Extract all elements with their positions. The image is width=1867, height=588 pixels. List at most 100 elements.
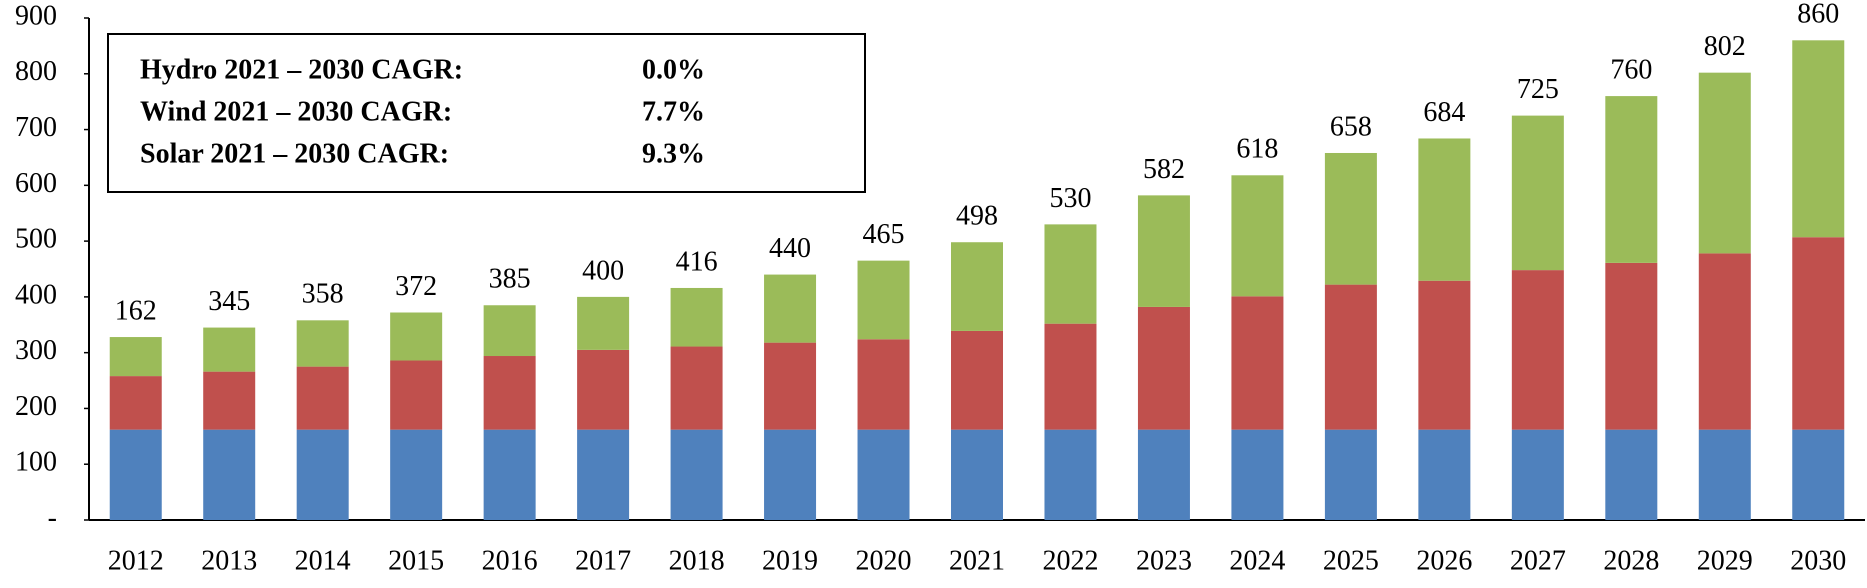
total-label: 802 <box>1704 31 1746 62</box>
y-tick-label: 400 <box>15 279 57 310</box>
x-tick-label: 2017 <box>575 545 631 576</box>
total-label: 440 <box>769 233 811 264</box>
bar-segment <box>670 429 723 520</box>
bar-segment <box>1324 284 1377 430</box>
legend-label: Solar 2021 – 2030 CAGR: <box>140 138 449 169</box>
total-label: 860 <box>1797 0 1839 30</box>
x-tick-label: 2025 <box>1323 545 1379 576</box>
y-tick-label: 600 <box>15 168 57 199</box>
bar-segment <box>1605 262 1658 430</box>
bar-segment <box>764 274 817 343</box>
legend-box <box>107 33 866 193</box>
x-tick-label: 2020 <box>856 545 912 576</box>
bar-segment <box>951 330 1003 430</box>
bar-segment <box>577 296 630 350</box>
bar-segment <box>1418 429 1471 520</box>
y-tick-label: 500 <box>15 224 57 255</box>
bar-segment <box>670 346 723 430</box>
bar-segment <box>296 429 349 520</box>
bar-segment <box>764 342 817 430</box>
bar-segment <box>1137 429 1190 520</box>
total-label: 345 <box>208 286 250 317</box>
x-tick-label: 2015 <box>388 545 444 576</box>
x-tick-label: 2021 <box>949 545 1005 576</box>
bar-segment <box>951 242 1003 331</box>
x-tick-label: 2029 <box>1697 545 1753 576</box>
bar-segment <box>1698 429 1751 520</box>
bar-segment <box>1137 195 1190 307</box>
total-label: 162 <box>115 295 157 326</box>
total-label: 582 <box>1143 154 1185 185</box>
y-tick-label: - <box>48 502 57 533</box>
bar-segment <box>390 312 443 361</box>
bar-segment <box>1511 429 1564 520</box>
bar-segment <box>670 287 723 347</box>
x-tick-label: 2014 <box>295 545 351 576</box>
legend-cagr: 0.0% <box>642 54 705 85</box>
bar-segment <box>1698 72 1751 254</box>
bar-segment <box>1605 429 1658 520</box>
bar-segment <box>390 429 443 520</box>
bar-segment <box>857 429 910 520</box>
bar-segment <box>109 376 162 430</box>
bar-segment <box>1044 323 1097 430</box>
bar-segment <box>109 337 162 377</box>
bar-segment <box>1418 138 1471 281</box>
bar-segment <box>203 371 256 430</box>
bar-segment <box>764 429 817 520</box>
x-tick-label: 2022 <box>1042 545 1098 576</box>
bar-segment <box>577 349 630 430</box>
bar-segment <box>1324 152 1377 285</box>
total-label: 530 <box>1049 183 1091 214</box>
bar-segment <box>1137 306 1190 430</box>
bar-segment <box>109 429 162 520</box>
y-tick-label: 300 <box>15 335 57 366</box>
bar-segment <box>1511 115 1564 271</box>
x-tick-label: 2030 <box>1790 545 1846 576</box>
bar-segment <box>483 356 536 430</box>
bar-segment <box>1792 237 1845 430</box>
bar-segment <box>203 429 256 520</box>
total-label: 400 <box>582 255 624 286</box>
bar-segment <box>1231 296 1284 430</box>
bar-segment <box>1605 96 1658 263</box>
bar-segment <box>296 366 349 430</box>
y-tick-label: 700 <box>15 112 57 143</box>
bar-segment <box>390 360 443 430</box>
bar-segment <box>577 429 630 520</box>
bar-segment <box>203 327 256 372</box>
total-label: 358 <box>302 279 344 310</box>
total-label: 498 <box>956 201 998 232</box>
legend-cagr: 7.7% <box>642 96 705 127</box>
bar-segment <box>296 320 349 367</box>
total-label: 416 <box>676 246 718 277</box>
bar-segment <box>951 429 1003 520</box>
total-label: 725 <box>1517 74 1559 105</box>
y-tick-label: 100 <box>15 447 57 478</box>
legend-cagr: 9.3% <box>642 138 705 169</box>
y-tick-label: 800 <box>15 56 57 87</box>
total-label: 618 <box>1236 134 1278 165</box>
x-tick-label: 2013 <box>201 545 257 576</box>
x-tick-label: 2027 <box>1510 545 1566 576</box>
total-label: 372 <box>395 271 437 302</box>
x-tick-label: 2019 <box>762 545 818 576</box>
legend-label: Wind 2021 – 2030 CAGR: <box>140 96 452 127</box>
total-label: 465 <box>863 219 905 250</box>
y-tick-label: 900 <box>15 0 57 31</box>
bar-segment <box>1044 429 1097 520</box>
x-tick-label: 2018 <box>669 545 725 576</box>
x-tick-label: 2012 <box>108 545 164 576</box>
bar-segment <box>1698 253 1751 430</box>
bar-segment <box>1792 40 1845 238</box>
bar-segment <box>857 339 910 430</box>
bar-segment <box>857 260 910 340</box>
bar-segment <box>1324 429 1377 520</box>
bar-segment <box>1044 224 1097 324</box>
bar-segment <box>1231 429 1284 520</box>
x-tick-label: 2026 <box>1416 545 1472 576</box>
total-label: 760 <box>1610 55 1652 86</box>
bar-segment <box>1511 270 1564 430</box>
y-tick-label: 200 <box>15 391 57 422</box>
